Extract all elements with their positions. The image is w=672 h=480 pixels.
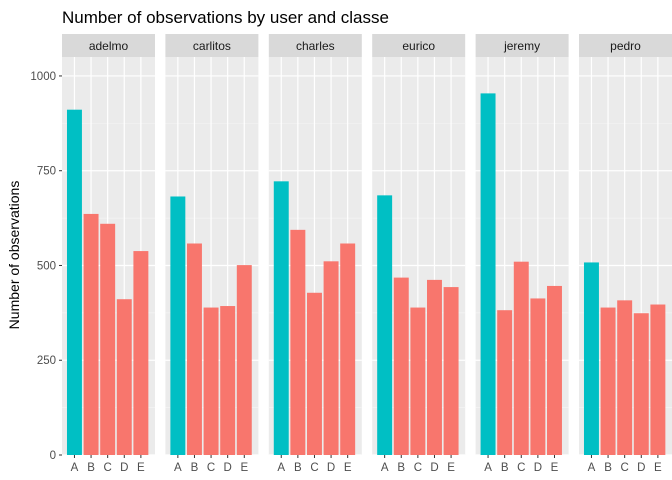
bar-eurico-A <box>377 195 393 455</box>
facet-strip <box>475 34 569 57</box>
bar-jeremy-B <box>497 310 513 455</box>
bar-eurico-B <box>393 277 409 455</box>
x-tick-label: D <box>224 462 232 474</box>
x-tick-label: B <box>604 462 612 474</box>
bar-jeremy-A <box>480 93 496 455</box>
x-tick-label: C <box>104 462 112 474</box>
facet-strip <box>62 34 155 57</box>
facet-strip-label: adelmo <box>89 39 129 53</box>
y-tick-label: 500 <box>37 260 56 272</box>
x-tick-label: B <box>501 462 509 474</box>
facet-strip <box>372 34 466 57</box>
x-tick-label: E <box>447 462 455 474</box>
y-tick-label: 750 <box>37 166 56 178</box>
x-tick-label: A <box>588 462 596 474</box>
x-tick-label: A <box>71 462 79 474</box>
x-tick-label: C <box>621 462 629 474</box>
bar-adelmo-A <box>66 109 82 455</box>
chart-title: Number of observations by user and class… <box>62 8 389 27</box>
x-tick-label: A <box>174 462 182 474</box>
x-tick-label: E <box>240 462 248 474</box>
bar-pedro-D <box>633 313 649 455</box>
x-tick-label: A <box>484 462 492 474</box>
x-tick-label: D <box>637 462 645 474</box>
x-tick-label: B <box>87 462 95 474</box>
y-axis: 0 250 500 750 1000 <box>30 71 62 462</box>
bar-jeremy-E <box>547 285 562 455</box>
bar-pedro-A <box>583 262 599 455</box>
y-tick-label: 250 <box>37 355 56 367</box>
x-tick-label: C <box>414 462 422 474</box>
bar-adelmo-C <box>100 223 116 455</box>
x-tick-label: D <box>430 462 438 474</box>
bar-carlitos-C <box>203 307 219 455</box>
x-tick-label: C <box>517 462 525 474</box>
x-tick-label: A <box>381 462 389 474</box>
facet-strip <box>165 34 259 57</box>
bar-carlitos-B <box>186 243 202 455</box>
x-tick-label: A <box>277 462 285 474</box>
bar-eurico-E <box>443 287 459 455</box>
x-tick-label: E <box>344 462 352 474</box>
x-tick-label: D <box>120 462 128 474</box>
x-tick-label: E <box>551 462 559 474</box>
bar-adelmo-E <box>133 251 149 455</box>
facet-strip <box>579 34 672 57</box>
bar-charles-A <box>273 181 289 455</box>
bar-jeremy-D <box>530 298 546 455</box>
bar-charles-C <box>306 292 322 455</box>
bar-carlitos-D <box>220 306 236 455</box>
facet-strip-label: carlitos <box>193 39 231 53</box>
y-tick-label: 1000 <box>30 71 56 83</box>
bar-eurico-D <box>427 279 442 455</box>
bar-pedro-B <box>600 307 616 455</box>
bar-adelmo-B <box>83 213 99 455</box>
bar-carlitos-A <box>170 196 186 456</box>
bar-adelmo-D <box>116 299 132 455</box>
bar-charles-E <box>340 243 356 455</box>
bar-pedro-C <box>617 300 633 455</box>
x-tick-label: B <box>191 462 199 474</box>
facet-strip-label: jeremy <box>503 39 540 53</box>
facet-strip-label: pedro <box>610 39 641 53</box>
bar-jeremy-C <box>513 261 529 455</box>
x-tick-label: E <box>137 462 145 474</box>
x-tick-label: B <box>397 462 405 474</box>
x-tick-label: E <box>654 462 662 474</box>
bar-charles-B <box>290 229 306 455</box>
facet-strip <box>268 34 362 57</box>
y-axis-label: Number of observations <box>6 181 22 330</box>
x-tick-label: B <box>294 462 302 474</box>
y-tick-label: 0 <box>50 450 56 462</box>
facet-strip-label: eurico <box>402 39 435 53</box>
facet-strip-label: charles <box>296 39 335 53</box>
x-tick-label: D <box>534 462 542 474</box>
x-tick-label: C <box>207 462 215 474</box>
bar-carlitos-E <box>236 265 252 455</box>
bar-charles-D <box>323 261 339 455</box>
bar-pedro-E <box>650 304 666 455</box>
x-tick-label: C <box>310 462 318 474</box>
x-tick-label: D <box>327 462 335 474</box>
bar-eurico-C <box>410 307 426 455</box>
